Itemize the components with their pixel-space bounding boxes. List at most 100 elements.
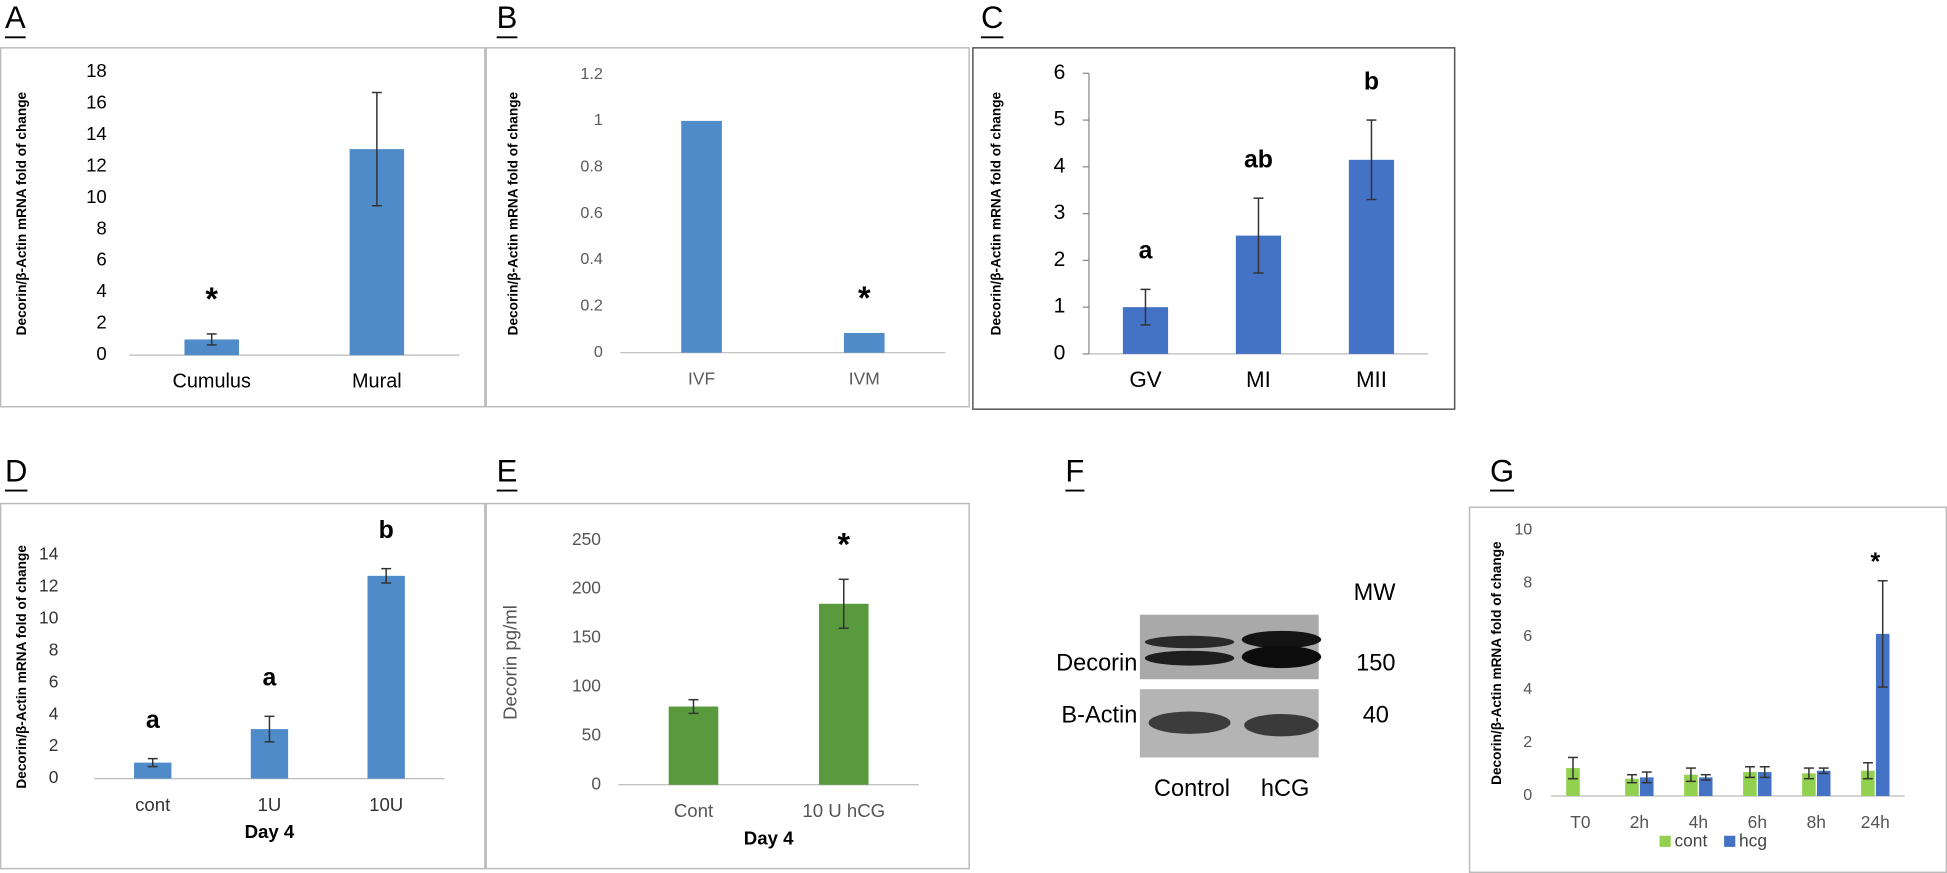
- y-tick-label: 4: [96, 280, 106, 301]
- y-tick-label: 0: [96, 343, 106, 364]
- y-tick-label: 6: [1523, 627, 1532, 645]
- blot-band: [1241, 630, 1322, 649]
- significance-label: a: [1139, 238, 1153, 265]
- x-tick-label: IVF: [688, 369, 715, 389]
- y-tick-label: 0: [49, 767, 59, 787]
- y-tick-label: 200: [572, 578, 601, 598]
- y-tick-label: 0: [594, 343, 603, 361]
- panel-frame: [972, 47, 1456, 410]
- x-tick-label: 1U: [258, 794, 282, 815]
- x-tick-label: MI: [1246, 367, 1271, 392]
- y-tick-label: 150: [572, 627, 601, 647]
- y-tick-label: 10: [86, 186, 107, 207]
- y-tick-label: 0: [591, 773, 601, 793]
- blot-band: [1241, 645, 1322, 669]
- western-blot: [1139, 614, 1322, 758]
- panel-frame: [485, 47, 970, 408]
- y-tick-label: 8: [96, 217, 106, 238]
- panel-letter: B: [497, 0, 518, 35]
- bar: [1861, 770, 1875, 796]
- significance-label: *: [837, 527, 850, 563]
- y-tick-label: 18: [86, 60, 107, 81]
- blot-band: [1148, 711, 1231, 734]
- y-tick-label: 0: [1054, 342, 1066, 365]
- y-tick-label: 10: [39, 608, 58, 628]
- y-axis-label: Decorin/β-Actin mRNA fold of change: [14, 91, 29, 335]
- bar: [681, 120, 722, 353]
- x-tick-label: 2h: [1630, 812, 1649, 832]
- y-tick-label: 4: [1523, 680, 1532, 698]
- lane-label: Control: [1154, 775, 1230, 801]
- panel-letter: A: [5, 0, 26, 35]
- x-tick-label: Cont: [674, 800, 714, 821]
- x-tick-label: 24h: [1861, 812, 1890, 832]
- y-tick-label: 2: [49, 735, 59, 755]
- y-tick-label: 12: [39, 576, 58, 596]
- y-axis-label: Decorin pg/ml: [500, 605, 521, 720]
- y-tick-label: 4: [1054, 154, 1066, 177]
- panel-frame: [0, 47, 486, 408]
- significance-label: a: [263, 665, 277, 692]
- blot-band: [1144, 635, 1235, 649]
- y-tick-label: 5: [1054, 108, 1066, 131]
- x-tick-label: IVM: [849, 369, 880, 389]
- bar: [367, 575, 405, 779]
- y-tick-label: 10: [1514, 521, 1532, 539]
- legend-swatch: [1659, 835, 1671, 847]
- y-tick-label: 16: [86, 91, 107, 112]
- significance-label: b: [1364, 68, 1379, 95]
- panel-frame: [0, 502, 486, 870]
- x-tick-label: Mural: [352, 371, 402, 393]
- x-tick-label: Cumulus: [173, 371, 251, 393]
- significance-label: *: [1870, 549, 1880, 576]
- x-tick-label: 10U: [369, 794, 403, 815]
- mw-value: 40: [1363, 702, 1389, 728]
- y-tick-label: 4: [49, 703, 59, 723]
- legend-label: cont: [1674, 831, 1707, 851]
- bar: [1684, 774, 1698, 796]
- panel-letter: F: [1065, 453, 1084, 488]
- bar: [1816, 770, 1831, 796]
- panel-frame: [485, 502, 970, 870]
- x-tick-label: 8h: [1807, 812, 1826, 832]
- panel-letter: C: [981, 0, 1003, 35]
- y-tick-label: 0: [1523, 786, 1532, 804]
- bar: [184, 339, 239, 356]
- panel-letter: G: [1490, 453, 1514, 488]
- x-tick-label: GV: [1129, 367, 1161, 392]
- x-tick-label: 4h: [1689, 812, 1708, 832]
- bar: [1698, 777, 1713, 796]
- bar: [1875, 633, 1890, 796]
- panel-letter: D: [5, 453, 27, 488]
- significance-label: b: [379, 517, 394, 544]
- x-tick-label: 10 U hCG: [802, 800, 885, 821]
- y-tick-label: 8: [1523, 574, 1532, 592]
- y-tick-label: 1: [1054, 295, 1066, 318]
- x-tick-label: MII: [1356, 367, 1387, 392]
- bar: [668, 706, 719, 785]
- mw-header: MW: [1354, 579, 1397, 605]
- significance-label: a: [146, 707, 160, 734]
- y-tick-label: 0.8: [580, 158, 602, 176]
- y-tick-label: 2: [96, 312, 106, 333]
- x-tick-label: 6h: [1748, 812, 1767, 832]
- panel-frame: [1468, 506, 1947, 873]
- y-tick-label: 0.6: [580, 204, 602, 222]
- band-label: Decorin: [1056, 650, 1137, 676]
- bar: [1566, 768, 1580, 796]
- x-axis-label: Day 4: [245, 821, 295, 842]
- legend-label: hcg: [1739, 831, 1767, 851]
- bar: [134, 762, 172, 779]
- x-tick-label: T0: [1570, 812, 1590, 832]
- blot-band: [1144, 650, 1235, 666]
- y-tick-label: 14: [86, 123, 107, 144]
- y-tick-label: 6: [1054, 61, 1066, 84]
- y-tick-label: 14: [39, 544, 59, 564]
- y-axis-label: Decorin/β-Actin mRNA fold of change: [506, 91, 521, 335]
- y-tick-label: 8: [49, 639, 59, 659]
- mw-value: 150: [1356, 650, 1395, 676]
- y-tick-label: 1.2: [580, 65, 602, 83]
- lane-label: hCG: [1261, 775, 1309, 801]
